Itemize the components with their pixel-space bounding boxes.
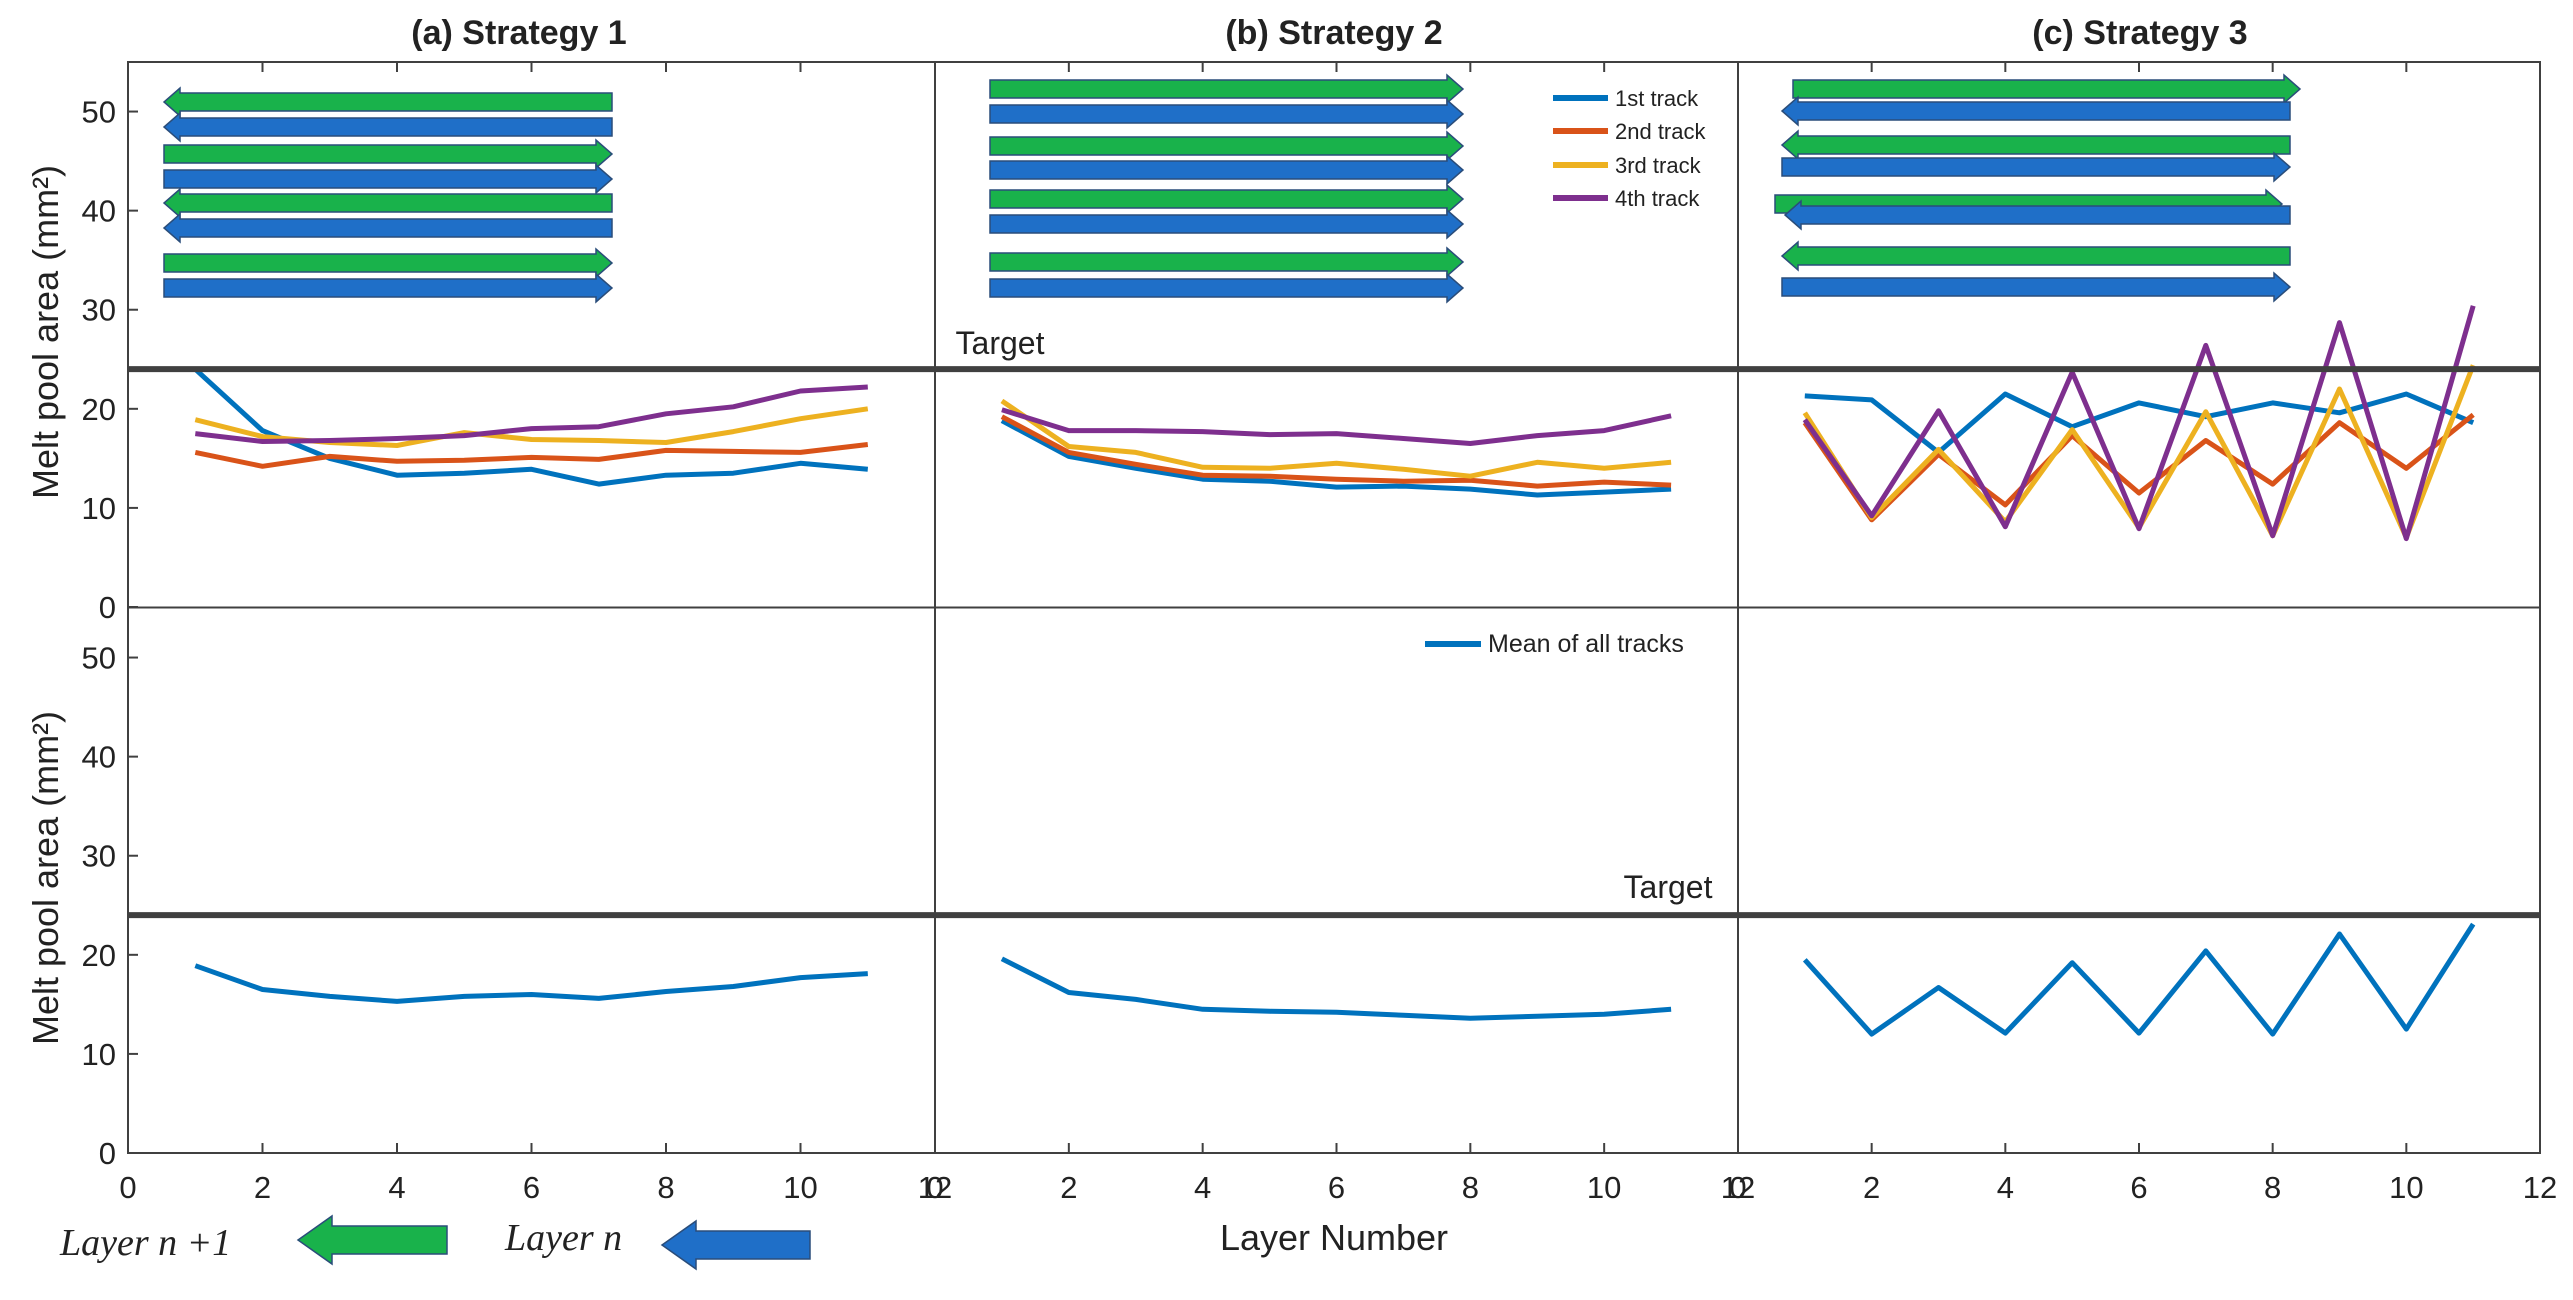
scan-arrow-6-icon <box>162 212 613 244</box>
panel-title-strategy-1: (a) Strategy 1 <box>411 14 626 52</box>
scan-arrow-6-icon <box>1783 199 2291 231</box>
legend-label-track3: 3rd track <box>1615 153 1702 178</box>
scan-diagram-strategy-1 <box>162 86 614 304</box>
y-tick-label: 10 <box>82 491 116 526</box>
y-tick-label: 50 <box>82 95 116 130</box>
panel-title-strategy-3: (c) Strategy 3 <box>2032 14 2247 52</box>
x-tick-label: 4 <box>1997 1170 2014 1205</box>
y-tick-label: 40 <box>82 740 116 775</box>
series-line-s3-top-4 <box>1802 305 2476 542</box>
scan-arrow-7-icon <box>1780 240 2291 272</box>
scan-arrow-5-icon <box>162 187 613 219</box>
target-label-top: Target <box>956 325 1045 361</box>
scan-arrow-3-icon <box>989 130 1465 162</box>
series-layer <box>193 305 2476 1037</box>
scan-arrow-4-icon <box>989 154 1465 186</box>
y-tick-label: 30 <box>82 839 116 874</box>
y-tick-label: 50 <box>82 641 116 676</box>
series-line-s3-top-1 <box>1804 391 2475 455</box>
y-tick-label: 0 <box>99 1136 116 1171</box>
x-tick-label: 10 <box>783 1170 817 1205</box>
x-tick-label: 0 <box>119 1170 136 1205</box>
x-tick-label: 10 <box>1587 1170 1621 1205</box>
layer-n-plus-1-arrow-icon <box>296 1214 448 1266</box>
series-line-s3-top-3 <box>1802 364 2476 541</box>
scan-arrow-1-icon <box>1792 73 2302 105</box>
scan-arrow-1-icon <box>162 86 613 118</box>
scan-arrow-8-icon <box>163 272 614 304</box>
legend-label-track1: 1st track <box>1615 86 1699 111</box>
x-tick-label: 0 <box>926 1170 943 1205</box>
y-axis-label-top: Melt pool area (mm²) <box>25 165 66 499</box>
legend-label-track4: 4th track <box>1615 186 1700 211</box>
layer-n-plus-1-label: Layer n +1 <box>59 1222 231 1264</box>
legend-tracks: 1st track 2nd track 3rd track 4th track <box>1553 86 1706 211</box>
series-line-s1-top-1 <box>193 367 869 487</box>
scan-arrow-3-icon <box>163 138 614 170</box>
scan-arrow-5-icon <box>989 183 1465 215</box>
scan-diagram-strategy-2 <box>989 73 1465 304</box>
scan-arrow-8-icon <box>1781 271 2292 303</box>
y-tick-label: 20 <box>82 938 116 973</box>
x-tick-label: 6 <box>2130 1170 2147 1205</box>
layer-n-label: Layer n <box>504 1217 622 1259</box>
scan-diagram-strategy-3 <box>1774 73 2302 303</box>
x-tick-label: 10 <box>2389 1170 2423 1205</box>
x-tick-label: 2 <box>254 1170 271 1205</box>
x-tick-label: 8 <box>657 1170 674 1205</box>
x-tick-label: 6 <box>523 1170 540 1205</box>
x-tick-label: 8 <box>1462 1170 1479 1205</box>
scan-arrow-4-icon <box>1781 151 2292 183</box>
series-line-s1-bottom-1 <box>194 963 868 1004</box>
series-line-s2-top-1 <box>1000 418 1672 498</box>
series-line-s1-top-2 <box>194 442 869 469</box>
series-line-s1-top-4 <box>195 384 868 444</box>
scan-arrow-2-icon <box>162 111 613 143</box>
x-tick-label: 6 <box>1328 1170 1345 1205</box>
x-tick-label: 4 <box>388 1170 405 1205</box>
panel-title-strategy-2: (b) Strategy 2 <box>1225 14 1442 52</box>
scan-arrow-6-icon <box>989 208 1465 240</box>
scan-arrow-2-icon <box>989 98 1465 130</box>
x-tick-label: 12 <box>1721 1170 1755 1205</box>
x-tick-label: 12 <box>918 1170 952 1205</box>
x-axis-label: Layer Number <box>1220 1217 1448 1258</box>
x-tick-label: 2 <box>1060 1170 1077 1205</box>
scan-arrow-7-icon <box>163 247 614 279</box>
x-tick-label: 12 <box>2523 1170 2557 1205</box>
legend-arrow-shape <box>660 1219 811 1271</box>
y-tick-label: 10 <box>82 1037 116 1072</box>
series-line-s2-top-4 <box>1001 407 1672 446</box>
x-tick-label: 8 <box>2264 1170 2281 1205</box>
x-tick-label: 2 <box>1863 1170 1880 1205</box>
y-tick-label: 40 <box>82 194 116 229</box>
y-axis-label-bottom: Melt pool area (mm²) <box>25 711 66 1045</box>
layer-n-arrow-icon <box>660 1219 811 1271</box>
series-line-s2-bottom-1 <box>1000 956 1672 1021</box>
y-tick-label: 0 <box>99 590 116 625</box>
y-tick-label: 30 <box>82 293 116 328</box>
legend-arrow-shape <box>296 1214 448 1266</box>
scan-arrow-4-icon <box>163 163 614 195</box>
y-tick-label: 20 <box>82 392 116 427</box>
legend-label-mean: Mean of all tracks <box>1488 630 1684 658</box>
scan-arrow-3-icon <box>1780 129 2291 161</box>
x-tick-label: 0 <box>1729 1170 1746 1205</box>
series-line-s2-top-3 <box>1000 398 1672 479</box>
scan-arrow-7-icon <box>989 246 1465 278</box>
scan-arrow-8-icon <box>989 272 1465 304</box>
series-line-s2-top-2 <box>1000 414 1672 489</box>
legend-label-track2: 2nd track <box>1615 119 1706 144</box>
legend-mean: Mean of all tracks <box>1425 630 1684 658</box>
series-line-s3-bottom-1 <box>1802 922 2476 1037</box>
scan-arrow-1-icon <box>989 73 1465 105</box>
x-tick-label: 4 <box>1194 1170 1211 1205</box>
target-label-bottom: Target <box>1624 869 1713 905</box>
scan-arrow-2-icon <box>1780 95 2291 127</box>
